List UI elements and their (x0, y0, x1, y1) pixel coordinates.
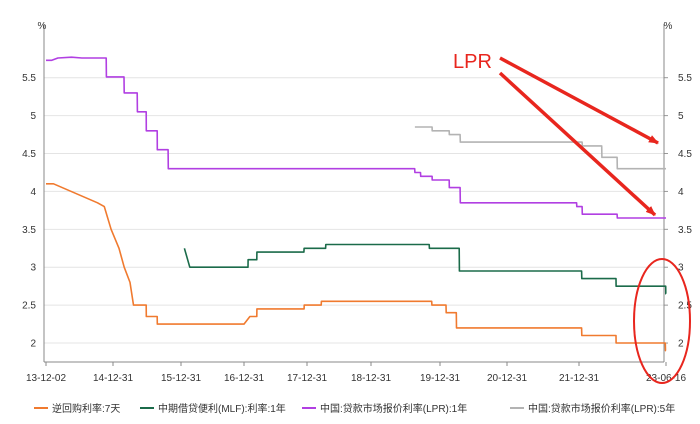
legend-label: 中国:贷款市场报价利率(LPR):5年 (528, 402, 675, 415)
x-tick-label: 15-12-31 (161, 373, 201, 384)
x-tick-label: 18-12-31 (351, 373, 391, 384)
y-tick-label-left: 4.5 (22, 149, 36, 160)
y-tick-label-left: 4 (30, 187, 36, 198)
legend-label: 中国:贷款市场报价利率(LPR):1年 (320, 402, 467, 415)
annotation-layer: LPR (453, 51, 691, 384)
annotation-lpr-label: LPR (453, 51, 492, 73)
y-tick-label-right: 2 (678, 339, 684, 350)
x-tick-label: 17-12-31 (287, 373, 327, 384)
y-tick-label-left: 3.5 (22, 225, 36, 236)
series-line-2 (183, 243, 667, 295)
legend: 逆回购利率:7天 中期借贷便利(MLF):利率:1年 中国:贷款市场报价利率(LPR… (34, 402, 675, 415)
series-line-4 (414, 126, 666, 170)
y-tick-label-right: 4.5 (678, 149, 692, 160)
annotation-arrow (499, 56, 659, 145)
x-tick-label: 13-12-02 (26, 373, 66, 384)
y-unit-left: % (38, 21, 47, 32)
x-tick-label: 21-12-31 (559, 373, 599, 384)
x-tick-label: 19-12-31 (420, 373, 460, 384)
y-tick-label-right: 3.5 (678, 225, 692, 236)
x-tick-label: 16-12-31 (224, 373, 264, 384)
annotation-arrow (498, 71, 657, 217)
y-tick-label-right: 5 (678, 111, 684, 122)
x-tick-label: 14-12-31 (93, 373, 133, 384)
y-tick-label-left: 2 (30, 339, 36, 350)
y-tick-label-right: 4 (678, 187, 684, 198)
series-line-1 (46, 183, 667, 352)
series-layer (46, 56, 667, 352)
series-line-3 (46, 56, 666, 219)
axes: 2 2 2.5 2.5 3 3 3.5 3.5 4 4 4.5 4.5 5 5 5.5 5.5% % 13-12-… (22, 21, 692, 384)
annotation-ellipse (633, 258, 691, 384)
y-tick-label-left: 5 (30, 111, 36, 122)
y-tick-label-left: 5.5 (22, 73, 36, 84)
legend-label: 中期借贷便利(MLF):利率:1年 (158, 402, 286, 415)
x-tick-label: 23-06-16 (646, 373, 686, 384)
legend-label: 逆回购利率:7天 (52, 402, 120, 415)
y-tick-label-left: 2.5 (22, 301, 36, 312)
grid (44, 77, 664, 344)
x-tick-label: 20-12-31 (487, 373, 527, 384)
y-tick-label-right: 5.5 (678, 73, 692, 84)
y-tick-label-right: 2.5 (678, 301, 692, 312)
y-tick-label-left: 3 (30, 263, 36, 274)
y-tick-label-right: 3 (678, 263, 684, 274)
y-unit-right: % (664, 21, 673, 32)
